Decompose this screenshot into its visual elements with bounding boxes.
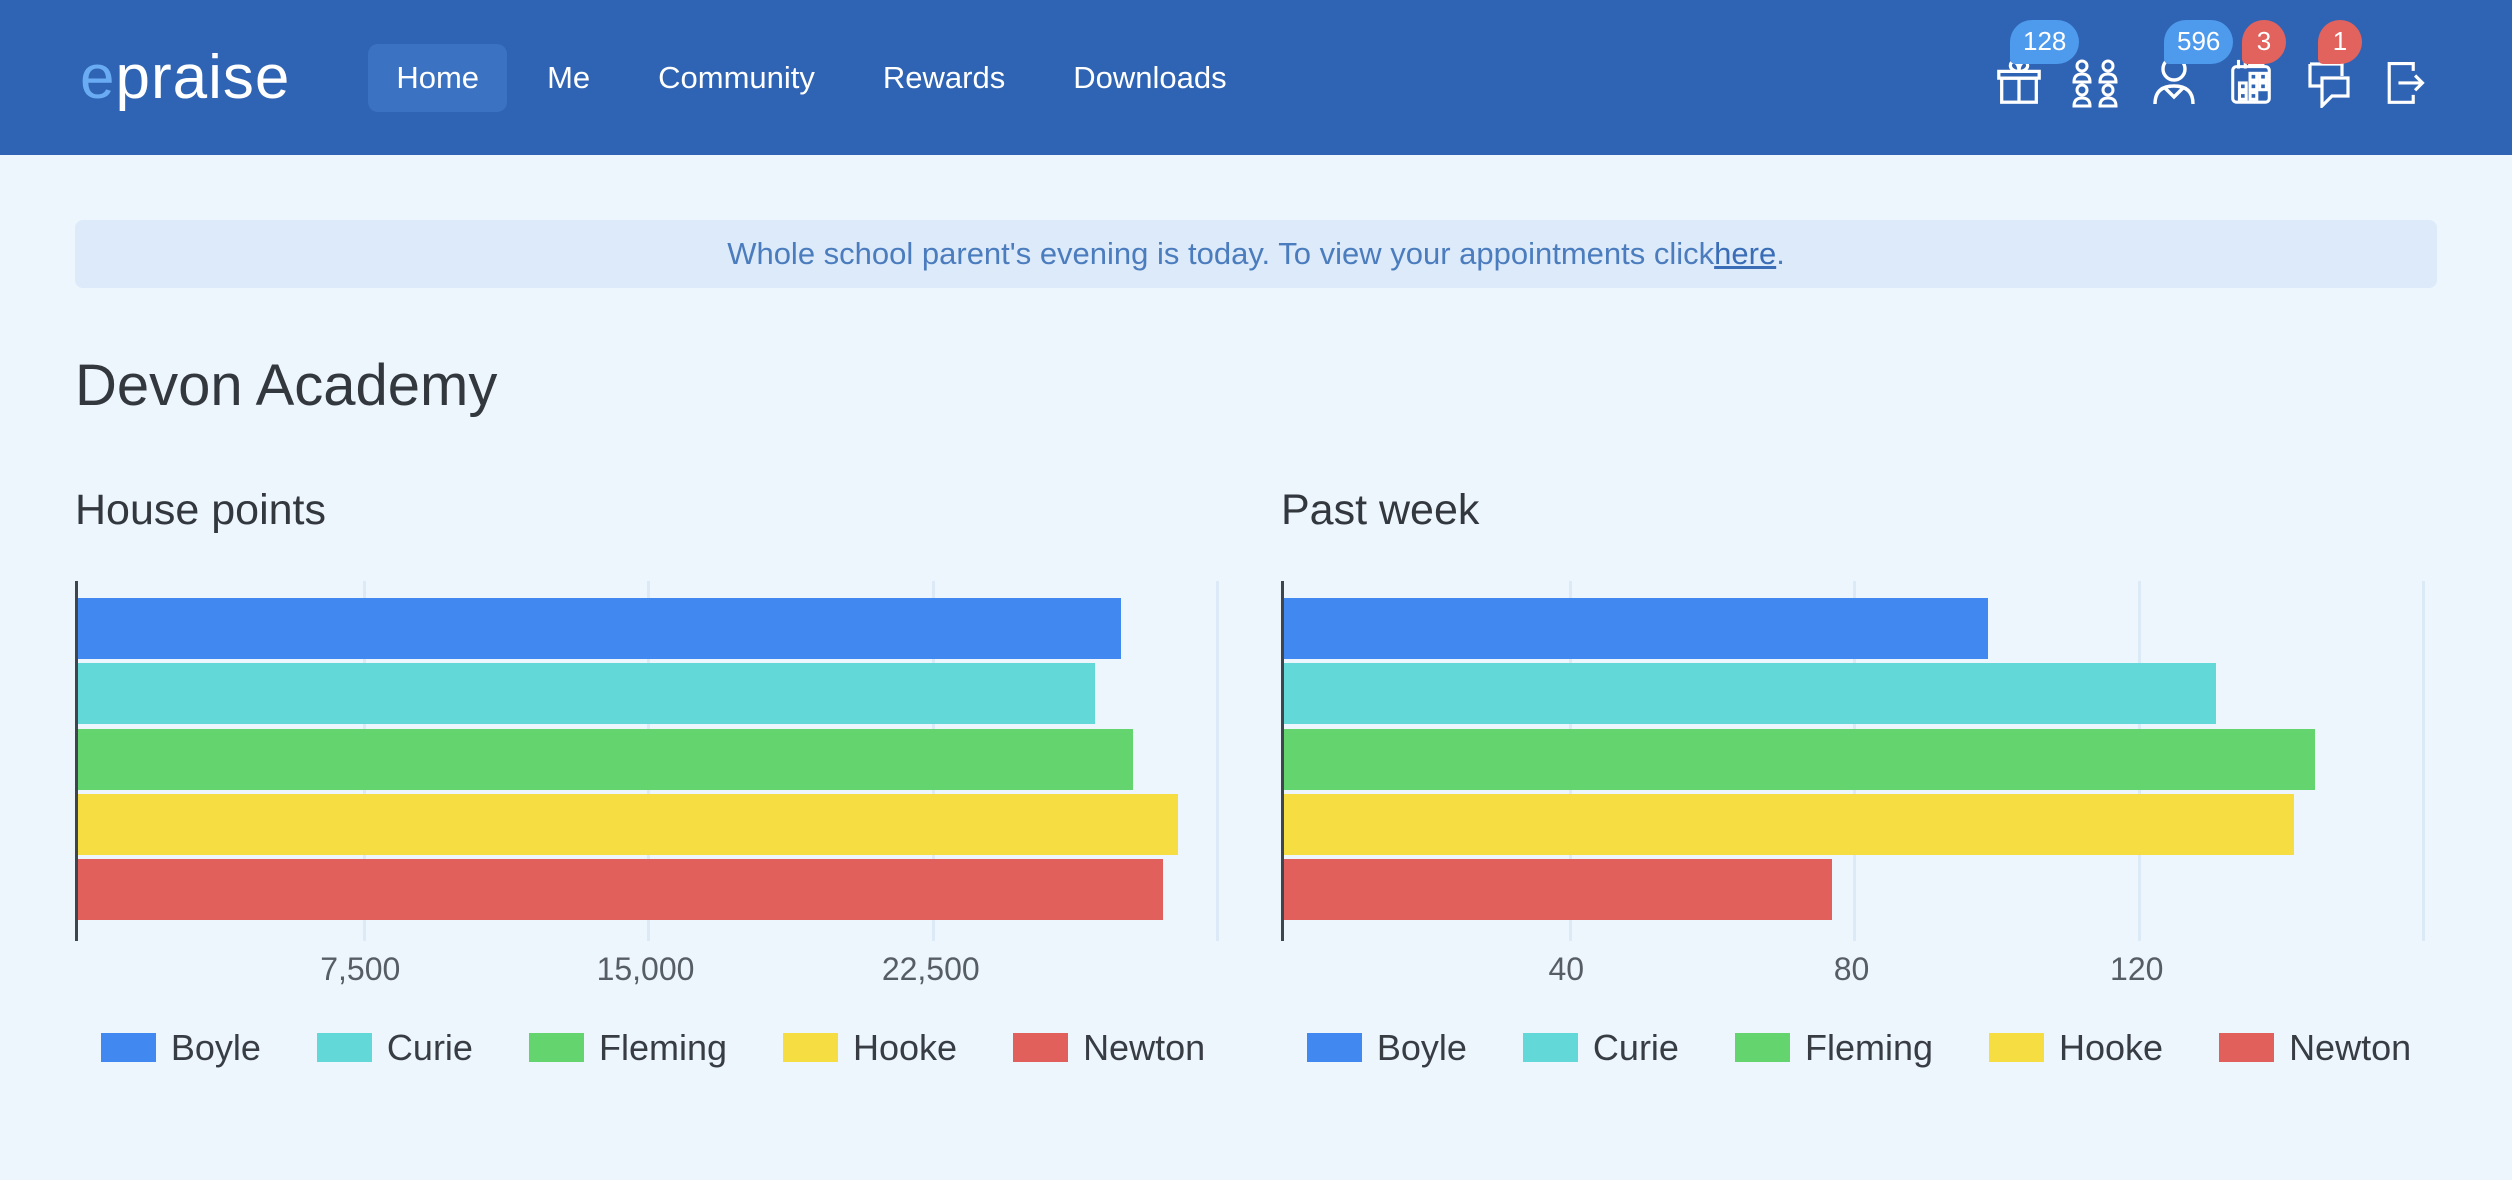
bar-curie [1284, 662, 2216, 724]
house-points-chart: House points 7,500 15,000 22,500 Boyle Curi… [75, 486, 1231, 1069]
nav-item-home[interactable]: Home [368, 43, 508, 112]
past-week-chart: Past week 40 80 120 Boyle Curie Fleming Hooke… [1281, 486, 2437, 1069]
page-content: Whole school parent's evening is today. … [0, 155, 2512, 1180]
bar-boyle [78, 597, 1122, 659]
page-title: Devon Academy [75, 353, 498, 418]
bar-fleming [78, 728, 1133, 790]
x-tick-label: 40 [1548, 950, 1585, 987]
legend-label: Curie [386, 1026, 473, 1068]
bar-boyle [1284, 597, 1989, 659]
chart-title: Past week [1281, 485, 1480, 534]
rewards-badge: 128 [2010, 19, 2080, 64]
nav-item-me[interactable]: Me [547, 59, 591, 95]
legend-label: Curie [1592, 1026, 1679, 1068]
logout-icon [2387, 61, 2425, 104]
past-week-plot-area [1281, 580, 2425, 941]
navbar-icon-group: 128 596 [1994, 19, 2428, 108]
legend-label: Boyle [1376, 1026, 1467, 1068]
past-week-x-axis: 40 80 120 [1281, 951, 2422, 995]
planner-badge: 3 [2242, 19, 2286, 64]
main-nav: Home Me Community Rewards Downloads [368, 43, 1254, 112]
profile-badge: 596 [2164, 19, 2234, 64]
logo-rest: praise [115, 43, 291, 112]
epraise-logo[interactable]: epraise [80, 42, 290, 113]
legend-item-fleming: Fleming [528, 1026, 727, 1069]
bar-newton [1284, 858, 1832, 920]
legend-label: Hooke [2059, 1026, 2164, 1068]
bar-hooke [78, 793, 1179, 855]
messages-badge: 1 [2318, 19, 2362, 64]
banner-text: Whole school parent's evening is today. … [727, 236, 1715, 271]
banner-suffix: . [1776, 236, 1785, 271]
users-icon [2072, 59, 2118, 107]
bar-hooke [1284, 793, 2294, 855]
legend-key [783, 1033, 838, 1063]
legend-label: Hooke [853, 1026, 958, 1068]
classes-button[interactable] [2070, 48, 2122, 108]
legend-label: Fleming [1804, 1026, 1933, 1068]
gridline [2422, 580, 2425, 941]
legend-label: Boyle [170, 1026, 261, 1068]
house-points-x-axis: 7,500 15,000 22,500 [75, 951, 1216, 995]
legend-key [100, 1033, 156, 1063]
charts-row: House points 7,500 15,000 22,500 Boyle Curi… [0, 486, 2512, 1069]
legend-item-newton: Newton [2219, 1027, 2411, 1069]
legend-label: Newton [2289, 1026, 2412, 1068]
planner-button[interactable]: 3 [2226, 19, 2286, 108]
bar-curie [78, 662, 1095, 724]
top-navbar: epraise Home Me Community Rewards Downlo… [0, 0, 2512, 155]
bar-fleming [1284, 728, 2316, 790]
messages-button[interactable]: 1 [2302, 19, 2362, 108]
calendar-icon [2231, 59, 2271, 104]
nav-item-community[interactable]: Community [658, 59, 815, 95]
chart-title: House points [75, 485, 326, 534]
legend-item-newton: Newton [1013, 1027, 1205, 1069]
nav-item-rewards[interactable]: Rewards [882, 59, 1006, 95]
x-tick-label: 7,500 [320, 950, 401, 987]
gridline [1216, 580, 1219, 941]
appointments-link[interactable]: here [1714, 236, 1777, 271]
legend-key [1522, 1033, 1578, 1063]
legend-item-fleming: Fleming [1734, 1026, 1933, 1069]
legend-key [2219, 1033, 2275, 1063]
house-points-plot-area [75, 580, 1219, 941]
x-tick-label: 15,000 [596, 950, 695, 987]
legend-item-hooke: Hooke [1989, 1027, 2163, 1069]
legend-key [1013, 1033, 1069, 1063]
profile-button[interactable]: 596 [2148, 19, 2234, 108]
x-tick-label: 22,500 [881, 950, 980, 987]
nav-item-downloads[interactable]: Downloads [1073, 59, 1227, 95]
house-points-legend: Boyle Curie Fleming Hooke Newton [75, 1027, 1231, 1069]
legend-item-curie: Curie [316, 1026, 473, 1069]
legend-key [1989, 1033, 2044, 1063]
legend-label: Fleming [598, 1026, 727, 1068]
x-tick-label: 80 [1833, 950, 1870, 987]
past-week-legend: Boyle Curie Fleming Hooke Newton [1281, 1027, 2437, 1069]
legend-item-hooke: Hooke [783, 1027, 957, 1069]
legend-key [1306, 1033, 1362, 1063]
notification-banner: Whole school parent's evening is today. … [75, 220, 2437, 288]
legend-key [528, 1033, 584, 1063]
logo-accent-letter: e [80, 43, 116, 112]
legend-key [1734, 1033, 1790, 1063]
legend-key [316, 1033, 372, 1063]
bar-newton [78, 858, 1163, 920]
gift-icon [1997, 59, 2041, 104]
x-tick-label: 120 [2110, 950, 2164, 987]
rewards-shop-button[interactable]: 128 [1994, 19, 2080, 108]
legend-item-boyle: Boyle [100, 1026, 261, 1069]
legend-item-curie: Curie [1522, 1026, 1679, 1069]
legend-label: Newton [1083, 1026, 1206, 1068]
legend-item-boyle: Boyle [1306, 1026, 1467, 1069]
chat-icon [2308, 61, 2350, 108]
logout-button[interactable] [2380, 48, 2428, 108]
